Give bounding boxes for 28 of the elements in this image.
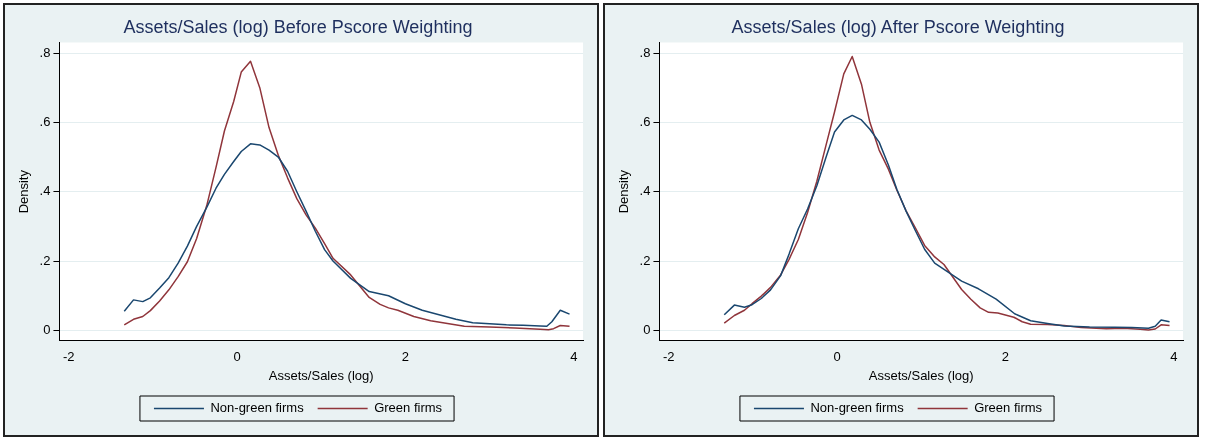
x-tick-label: 4 bbox=[570, 349, 578, 365]
y-axis-title: Density bbox=[16, 169, 32, 214]
x-axis-title: Assets/Sales (log) bbox=[868, 367, 974, 383]
x-tick-label: -2 bbox=[662, 349, 675, 365]
y-tick-label: .2 bbox=[639, 252, 651, 268]
legend-label: Green firms bbox=[974, 400, 1043, 416]
chart-title: Assets/Sales (log) After Pscore Weighting bbox=[731, 16, 1065, 37]
chart-title: Assets/Sales (log) Before Pscore Weighting bbox=[123, 16, 473, 37]
y-axis-title: Density bbox=[616, 169, 632, 214]
y-tick-label: .4 bbox=[639, 183, 651, 199]
x-tick-label: 2 bbox=[401, 349, 410, 365]
y-tick-label: .2 bbox=[39, 252, 51, 268]
legend-label: Non-green firms bbox=[810, 400, 905, 416]
x-tick-label: 0 bbox=[833, 349, 841, 365]
x-tick-label: 0 bbox=[233, 349, 241, 365]
legend-label: Non-green firms bbox=[210, 400, 305, 416]
y-tick-label: .6 bbox=[39, 113, 51, 129]
x-tick-label: 4 bbox=[1170, 349, 1178, 365]
y-tick-label: .4 bbox=[39, 183, 51, 199]
x-tick-label: -2 bbox=[62, 349, 75, 365]
y-tick-label: .6 bbox=[639, 113, 651, 129]
y-tick-label: 0 bbox=[643, 321, 651, 337]
y-tick-label: .8 bbox=[39, 44, 51, 60]
y-tick-label: .8 bbox=[639, 44, 651, 60]
x-tick-label: 2 bbox=[1001, 349, 1010, 365]
legend-label: Green firms bbox=[374, 400, 443, 416]
x-axis-title: Assets/Sales (log) bbox=[268, 367, 374, 383]
y-tick-label: 0 bbox=[43, 321, 51, 337]
